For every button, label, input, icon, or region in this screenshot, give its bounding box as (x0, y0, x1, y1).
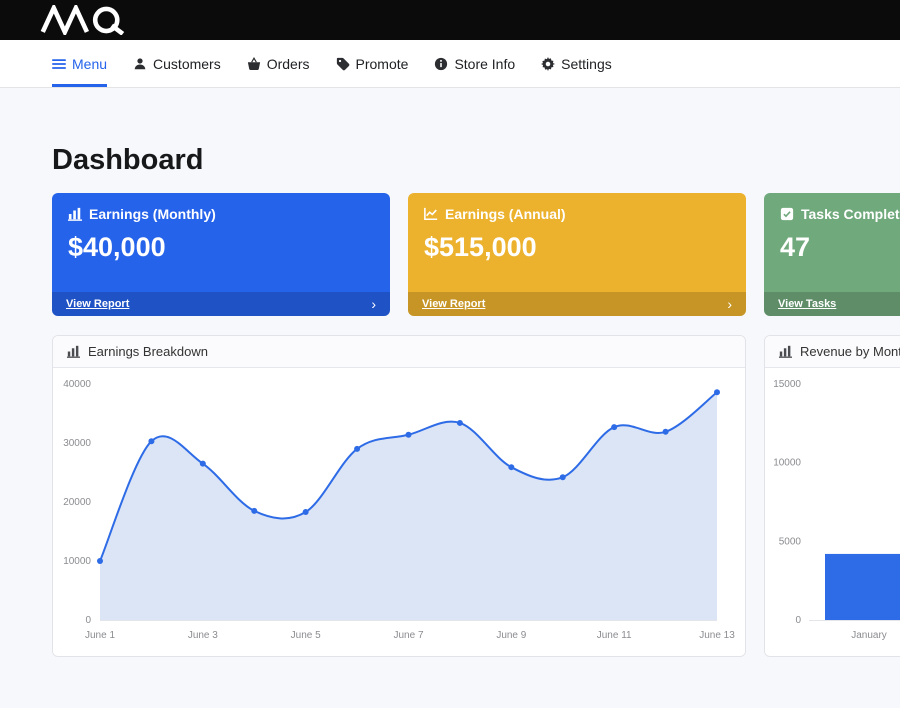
stat-card-value: 47 (780, 232, 811, 262)
earnings-line-chart: 0 10000 20000 30000 40000 June 1 June 3 June 5 J… (63, 379, 735, 641)
stat-cards-row: Earnings (Monthly) $40,000 View Report ›… (52, 193, 900, 316)
stat-card-earnings-annual: Earnings (Annual) $515,000 View Report › (408, 193, 746, 316)
nav-item-orders[interactable]: Orders (247, 40, 310, 87)
chart-title: Revenue by Month (800, 344, 900, 359)
svg-text:15000: 15000 (773, 379, 801, 390)
gear-icon (541, 56, 556, 71)
view-tasks-link[interactable]: View Tasks › (764, 292, 900, 316)
svg-text:June 3: June 3 (188, 630, 218, 641)
revenue-bar-chart: 0 5000 10000 15000 January (773, 379, 900, 641)
stat-card-tasks-completed: Tasks Completed 47 View Tasks › (764, 193, 900, 316)
chevron-right-icon: › (371, 296, 376, 312)
logo-mq-icon (40, 5, 125, 35)
nav-label: Menu (72, 55, 108, 72)
svg-text:20000: 20000 (63, 497, 91, 508)
svg-text:June 9: June 9 (496, 630, 526, 641)
stat-card-body: Earnings (Annual) $515,000 (408, 193, 746, 276)
logo[interactable] (40, 5, 132, 35)
stat-card-value: $515,000 (424, 232, 537, 262)
stat-card-value: $40,000 (68, 232, 166, 262)
view-report-link[interactable]: View Report › (52, 292, 390, 316)
nav-item-store-info[interactable]: Store Info (434, 40, 515, 87)
chart-bar-icon (67, 345, 80, 358)
menu-icon (52, 57, 66, 71)
svg-text:10000: 10000 (63, 556, 91, 567)
bar-chart-area: 0 5000 10000 15000 January (765, 368, 900, 656)
nav-item-promote[interactable]: Promote (336, 40, 409, 87)
chart-bar-icon (779, 345, 792, 358)
stat-card-earnings-monthly: Earnings (Monthly) $40,000 View Report › (52, 193, 390, 316)
svg-text:June 13: June 13 (699, 630, 735, 641)
earnings-breakdown-chart-card: Earnings Breakdown 0 10000 20000 30000 40000… (52, 335, 746, 657)
basket-icon (247, 56, 261, 71)
chart-card-header: Earnings Breakdown (53, 336, 745, 368)
svg-text:30000: 30000 (63, 438, 91, 449)
svg-text:0: 0 (795, 615, 801, 626)
revenue-by-month-chart-card: Revenue by Month 0 5000 10000 15000 January (764, 335, 900, 657)
stat-card-title: Tasks Completed (801, 206, 900, 222)
user-icon (133, 57, 147, 71)
stat-card-body: Earnings (Monthly) $40,000 (52, 193, 390, 276)
svg-text:10000: 10000 (773, 458, 801, 469)
svg-text:0: 0 (85, 615, 91, 626)
svg-text:40000: 40000 (63, 379, 91, 390)
nav-label: Promote (355, 55, 409, 72)
svg-text:June 5: June 5 (291, 630, 321, 641)
chart-line-icon (424, 207, 438, 221)
charts-row: Earnings Breakdown 0 10000 20000 30000 40000… (52, 335, 900, 657)
nav-label: Orders (266, 55, 310, 72)
svg-text:June 1: June 1 (85, 630, 115, 641)
chart-bar-icon (68, 207, 82, 221)
svg-text:June 11: June 11 (597, 630, 632, 641)
nav-item-customers[interactable]: Customers (133, 40, 221, 87)
svg-text:June 7: June 7 (393, 630, 423, 641)
nav-item-settings[interactable]: Settings (541, 40, 612, 87)
main-nav: Menu Customers Orders Promote Store Info… (0, 40, 900, 88)
svg-text:January: January (851, 630, 887, 641)
stat-card-body: Tasks Completed 47 (764, 193, 900, 276)
tag-icon (336, 57, 350, 71)
stat-card-title: Earnings (Annual) (445, 206, 566, 222)
page-title: Dashboard (52, 144, 204, 176)
chart-title: Earnings Breakdown (88, 344, 208, 359)
info-circle-icon (434, 57, 448, 71)
nav-label: Customers (153, 55, 221, 72)
check-square-icon (780, 207, 794, 221)
main-content: Dashboard Earnings (Monthly) $40,000 Vie… (0, 144, 900, 657)
svg-text:5000: 5000 (779, 536, 802, 547)
nav-item-menu[interactable]: Menu (52, 40, 108, 87)
nav-label: Store Info (454, 55, 516, 72)
topbar (0, 0, 900, 40)
chevron-right-icon: › (727, 296, 732, 312)
chart-card-header: Revenue by Month (765, 336, 900, 368)
line-chart-area: 0 10000 20000 30000 40000 June 1 June 3 June 5 J… (53, 368, 745, 656)
nav-label: Settings (561, 55, 612, 72)
view-report-link[interactable]: View Report › (408, 292, 746, 316)
stat-card-title: Earnings (Monthly) (89, 206, 216, 222)
